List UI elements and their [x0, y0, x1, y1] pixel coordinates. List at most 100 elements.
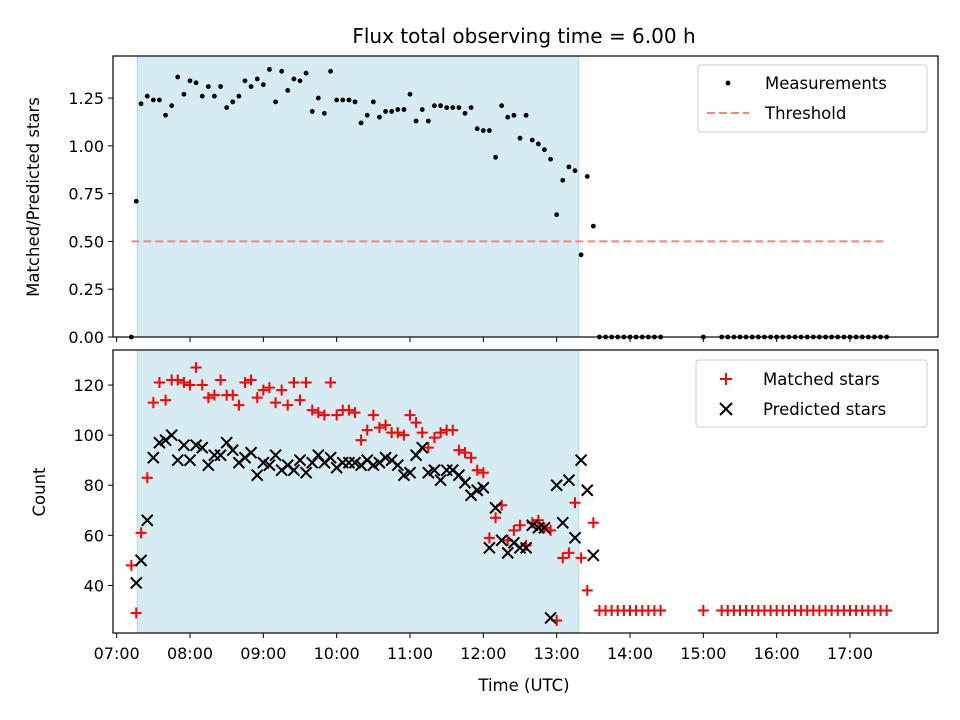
matched-star-point [288, 377, 300, 389]
predicted-star-point [293, 453, 307, 467]
predicted-star-point [251, 469, 264, 482]
bottom-xtick-label: 12:00 [460, 644, 506, 663]
measurement-point [273, 99, 278, 105]
predicted-star-point [562, 474, 576, 487]
bottom-panel: 40 60 80 100 120 07:00 08:00 09:00 10:00 11:00 12:… [30, 349, 939, 695]
top-ytick-label: 1.00 [68, 137, 104, 156]
matched-star-point [361, 424, 373, 436]
measurement-point [297, 78, 303, 84]
bottom-xtick-label: 08:00 [167, 644, 213, 663]
predicted-star-point [220, 436, 233, 449]
measurement-point [340, 97, 346, 103]
top-ytick-label: 0.75 [68, 185, 104, 204]
legend-predicted-label: Predicted stars [763, 400, 886, 419]
matched-star-point [160, 394, 172, 406]
matched-star-point [398, 429, 410, 441]
measurement-point [224, 105, 230, 111]
measurement-point [242, 78, 248, 84]
predicted-star-point [165, 428, 178, 442]
matched-star-point [587, 517, 599, 529]
predicted-star-point [587, 549, 600, 562]
bottom-ylabel: Count [30, 467, 49, 517]
predicted-star-point [458, 476, 472, 489]
matched-star-point [130, 607, 142, 619]
measurement-point [150, 97, 156, 103]
measurement-point [181, 91, 187, 97]
matched-star-point [172, 374, 184, 386]
measurement-point [334, 97, 340, 103]
measurement-point [187, 78, 193, 84]
measurement-point [566, 164, 572, 170]
measurement-point [138, 101, 144, 107]
matched-star-point [563, 547, 575, 559]
measurement-point [163, 112, 168, 118]
matched-star-point [245, 374, 257, 386]
legend-threshold-label: Threshold [764, 104, 846, 123]
matched-star-point [190, 362, 202, 374]
predicted-star-point [226, 443, 239, 457]
legend-predicted-marker [719, 402, 733, 416]
bottom-xtick-label: 14:00 [607, 644, 653, 663]
bottom-legend: Matched stars Predicted stars [695, 359, 928, 428]
matched-star-point [312, 407, 324, 419]
matched-star-point [306, 404, 318, 416]
matched-star-point [881, 604, 893, 616]
measurement-point [328, 68, 333, 74]
top-shaded-span [136, 55, 580, 338]
matched-star-point [251, 392, 263, 404]
legend-matched-label: Matched stars [763, 370, 880, 389]
bottom-xtick-label: 16:00 [754, 644, 800, 663]
matched-star-point [208, 389, 220, 401]
matched-star-point [318, 409, 330, 421]
measurement-point [468, 105, 474, 111]
measurement-point [291, 76, 297, 82]
matched-star-point [465, 452, 477, 464]
top-ylabel: Matched/Predicted stars [24, 97, 43, 297]
bottom-ytick-label: 120 [73, 376, 104, 395]
matched-star-point [416, 427, 428, 439]
matched-star-point [257, 384, 269, 396]
matched-star-point [404, 409, 416, 421]
predicted-star-point [416, 441, 429, 454]
predicted-star-point [550, 479, 563, 492]
matched-star-point [490, 512, 502, 524]
top-ytick-label: 0.50 [68, 232, 104, 251]
measurement-point [395, 107, 401, 112]
measurement-point [444, 105, 450, 111]
measurement-point [267, 66, 272, 72]
measurement-point [523, 112, 529, 118]
measurement-point [554, 212, 560, 218]
top-ytick-label: 1.25 [68, 89, 104, 108]
predicted-star-point [556, 516, 569, 530]
measurement-point [407, 91, 413, 97]
measurement-point [474, 126, 480, 132]
predicted-star-point [434, 474, 447, 487]
matched-star-point [135, 527, 147, 539]
matched-star-point [380, 419, 392, 431]
predicted-star-point [177, 438, 191, 452]
measurement-point [248, 84, 254, 89]
matched-star-point [355, 434, 367, 446]
matched-star-point [410, 417, 422, 429]
measurement-point [505, 114, 511, 120]
predicted-star-point [581, 484, 594, 497]
matched-star-point [294, 394, 306, 406]
matched-star-point [514, 519, 526, 531]
matched-star-point [125, 559, 137, 571]
predicted-star-point [483, 541, 496, 555]
predicted-star-point [477, 481, 490, 494]
predicted-star-point [130, 576, 143, 590]
matched-star-point [263, 382, 275, 394]
measurement-point [529, 137, 535, 143]
matched-star-point [178, 377, 190, 389]
measurement-point [383, 109, 388, 114]
predicted-star-point [568, 531, 582, 545]
bottom-plot-frame [112, 349, 939, 634]
legend-matched-marker [720, 373, 732, 385]
matched-star-point [435, 427, 447, 439]
matched-star-point [483, 532, 495, 544]
predicted-star-point [391, 458, 404, 472]
measurement-point [218, 84, 223, 89]
bottom-ytick-label: 100 [73, 426, 104, 445]
